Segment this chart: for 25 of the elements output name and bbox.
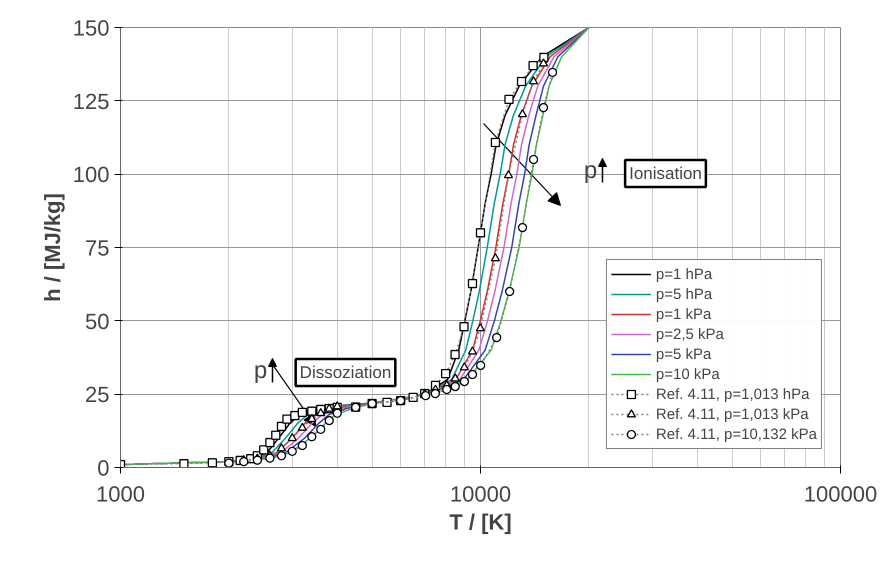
annotation: Dissoziation [300,363,392,382]
x-tick-label: 1000 [96,482,145,506]
x-axis-title: T / [K] [449,510,512,534]
legend-label: p=2,5 kPa [656,325,724,343]
legend-label: p=1 hPa [656,265,712,283]
x-tick-label: 10000 [450,482,512,506]
y-tick-label: 150 [72,16,110,40]
legend-label: Ref. 4.11, p=10,132 kPa [656,425,817,443]
legend-label: p=5 hPa [656,285,712,303]
legend-label: p=5 kPa [656,345,712,363]
y-tick-label: 75 [85,236,110,260]
y-tick-label: 50 [85,308,110,334]
annotation: p [584,157,598,184]
y-tick-label: 0 [97,456,110,480]
annotation: p [254,357,268,384]
y-tick-label: 125 [72,88,110,114]
legend-label: Ref. 4.11, p=1,013 kPa [656,405,809,423]
legend-label: p=1 kPa [656,305,712,323]
y-tick-label: 25 [85,382,110,408]
legend-label: p=10 kPa [656,365,720,383]
annotation: Ionisation [629,164,702,183]
y-tick-label: 100 [72,162,110,188]
y-axis-title: h / [MJ/kg] [40,193,65,302]
x-tick-label: 100000 [804,482,878,506]
legend-label: Ref. 4.11, p=1,013 hPa [656,385,810,403]
